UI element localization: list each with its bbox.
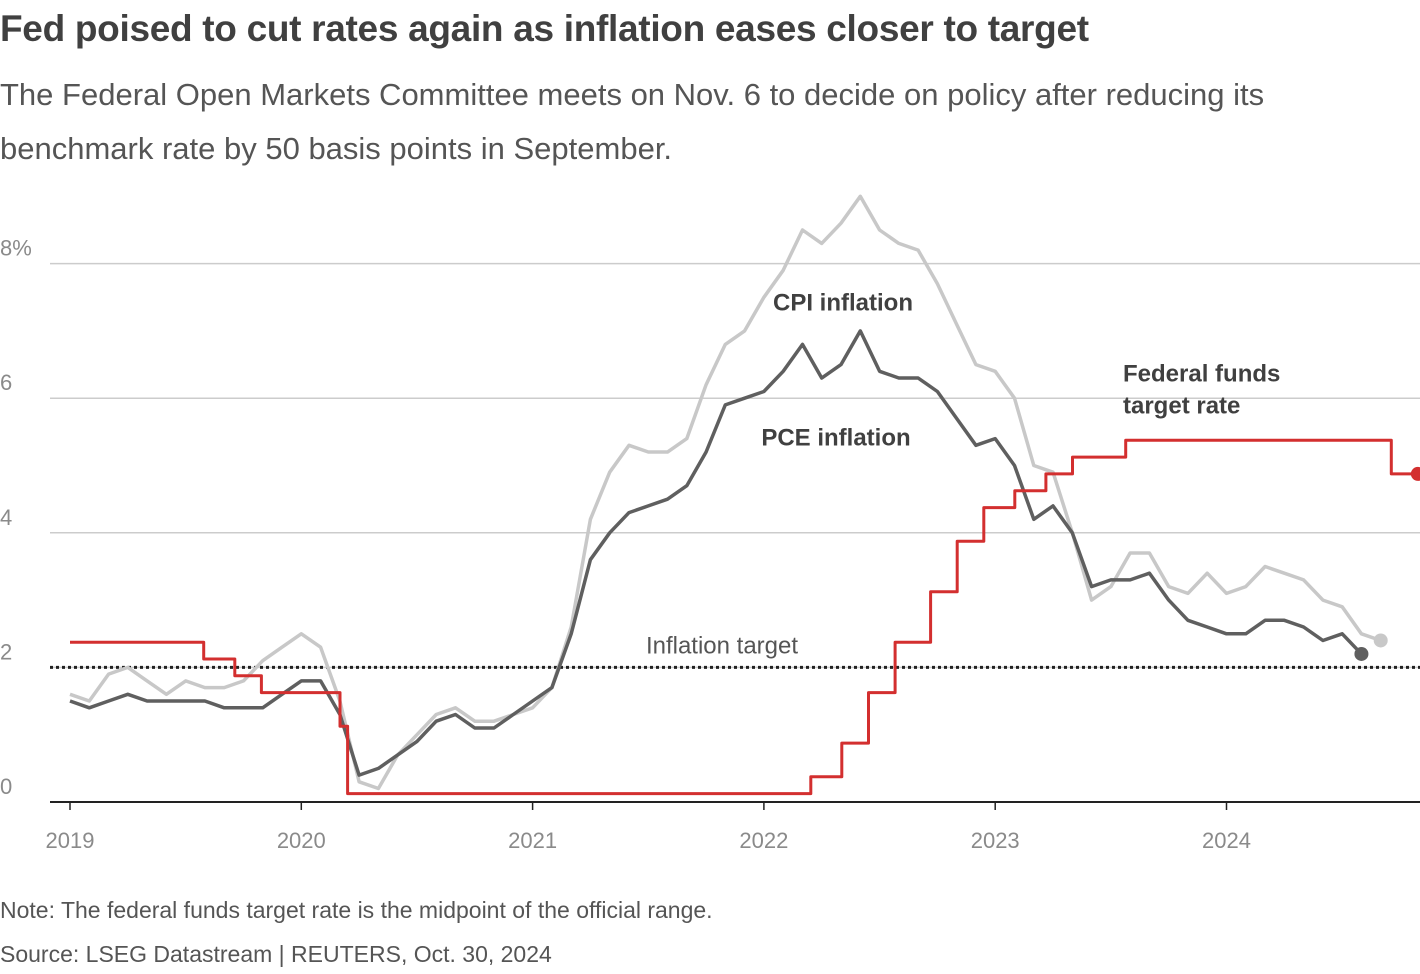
chart-note: Note: The federal funds target rate is t…: [0, 897, 713, 923]
chart-subtitle: The Federal Open Markets Committee meets…: [0, 77, 1265, 166]
series-line-cpi: [69, 194, 1382, 791]
series-endpoint-cpi: [1373, 633, 1388, 648]
inflation-target-group: Inflation target: [50, 632, 1420, 669]
y-tick-label-2: 2: [0, 639, 12, 664]
chart-title: Fed poised to cut rates again as inflati…: [0, 8, 1089, 49]
series-endpoint-fed: [1410, 466, 1420, 481]
y-tick-label-6: 6: [0, 370, 12, 395]
x-tick-label-2023: 2023: [971, 828, 1020, 853]
x-tick-label-2019: 2019: [46, 828, 95, 853]
chart-source: Source: LSEG Datastream | REUTERS, Oct. …: [0, 941, 552, 967]
y-tick-label-0: 0: [0, 774, 12, 799]
series-label-fed-line-1: Federal funds: [1123, 360, 1280, 387]
inflation-target-label: Inflation target: [646, 632, 798, 659]
series-label-pce: PCE inflation: [761, 424, 910, 451]
y-tick-label-8: 8%: [0, 236, 32, 261]
axes: 0 2 4 6 8% 2019 2020 2021 2022 2023 2024: [0, 236, 1420, 853]
x-tick-label-2022: 2022: [739, 828, 788, 853]
series-labels: CPI inflation PCE inflation Federal funds t…: [761, 290, 1280, 452]
x-tick-label-2020: 2020: [277, 828, 326, 853]
series-endpoint-pce: [1354, 646, 1369, 661]
series-label-cpi: CPI inflation: [773, 290, 913, 317]
line-chart: Inflation target 0 2 4 6 8% 2019 2020 2021 2022 2…: [0, 194, 1420, 853]
series-label-fed-line-2: target rate: [1123, 392, 1240, 419]
x-tick-label-2024: 2024: [1202, 828, 1251, 853]
y-tick-label-4: 4: [0, 505, 12, 530]
series-lines: [69, 194, 1420, 796]
grid-lines: [50, 262, 1420, 669]
series-line-fed: [70, 438, 1418, 796]
x-tick-label-2021: 2021: [508, 828, 557, 853]
